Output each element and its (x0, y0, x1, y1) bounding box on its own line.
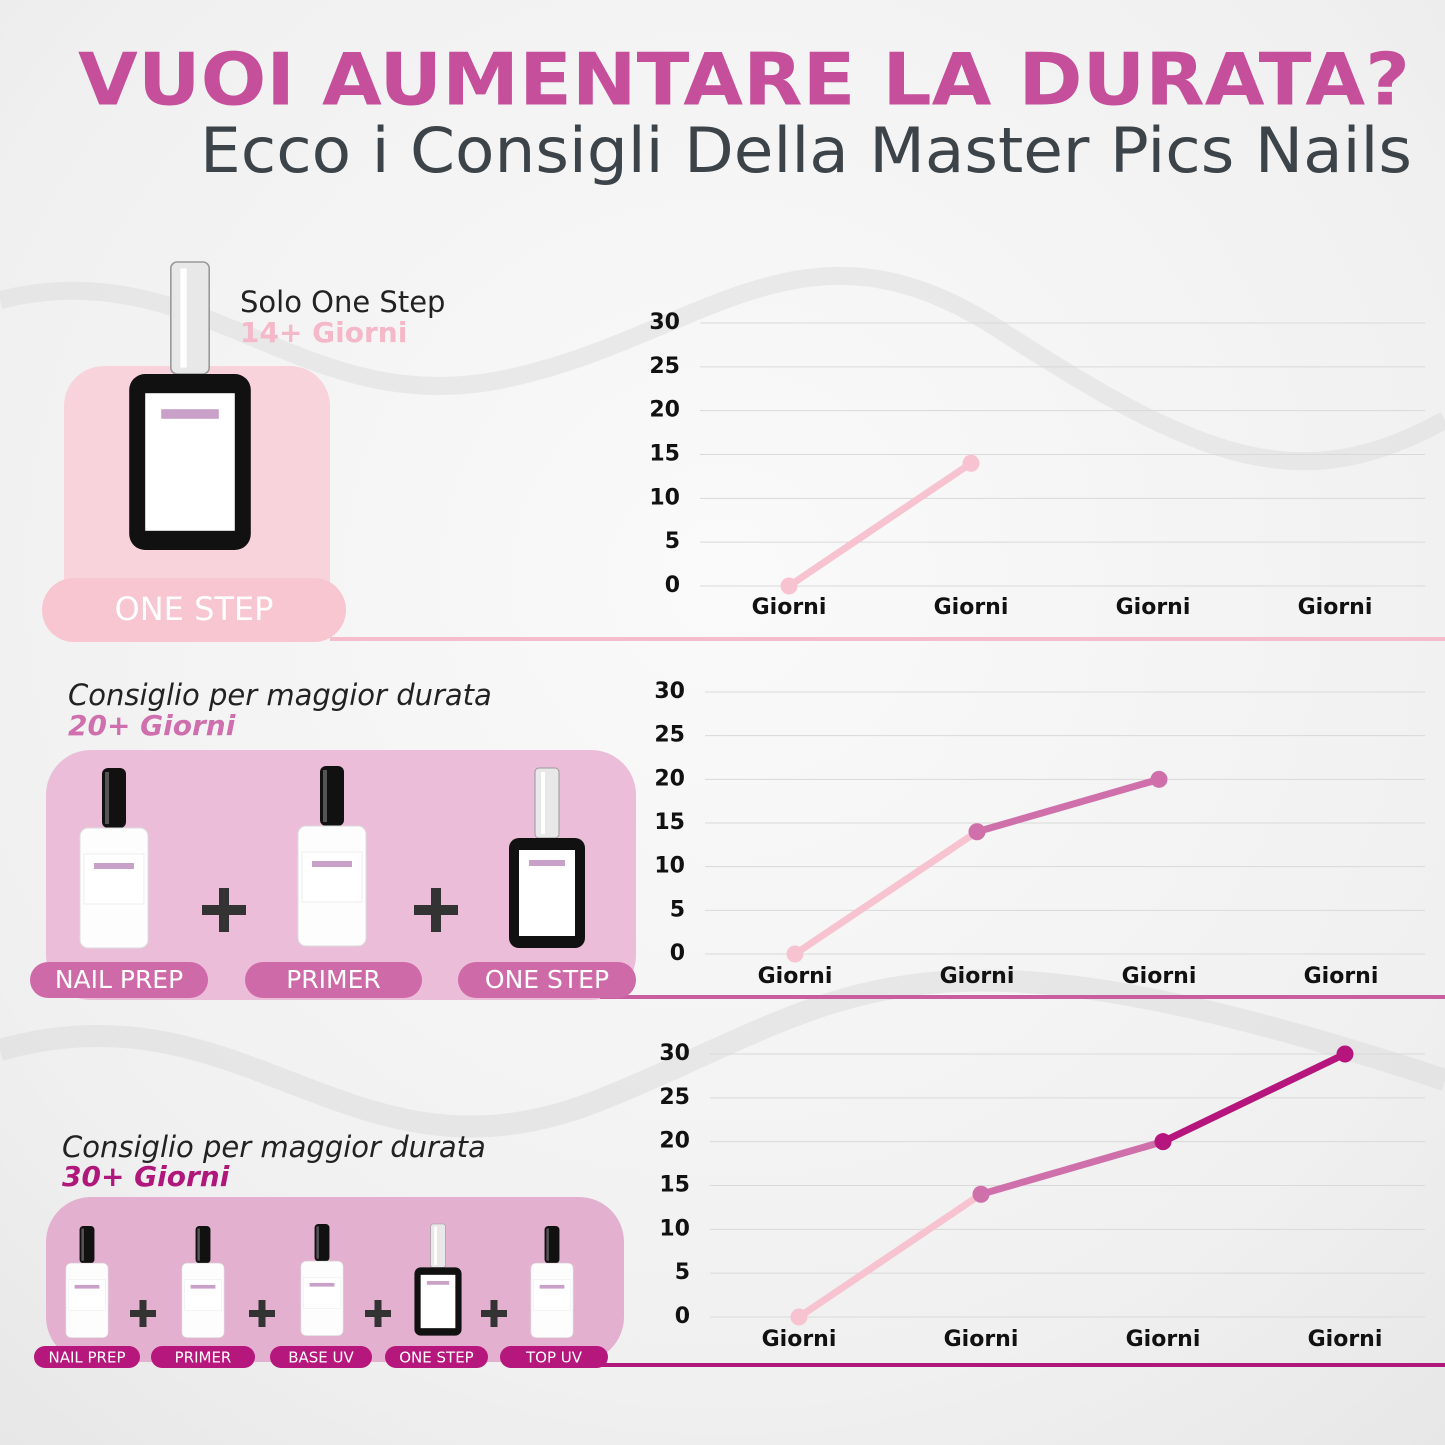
x-tick-label: Giorni (758, 964, 833, 989)
y-tick-label: 10 (654, 854, 685, 879)
x-tick-label: Giorni (1304, 964, 1379, 989)
product-pill (151, 1346, 255, 1368)
product-label: TOP UV (525, 1349, 583, 1367)
product-pill (458, 962, 636, 998)
x-tick-label: Giorni (940, 964, 1015, 989)
point (1150, 770, 1168, 788)
y-tick-label: 5 (670, 897, 685, 922)
x-tick-label: Giorni (934, 595, 1009, 620)
subtitle: Ecco i Consigli Della Master Pics Nails (200, 114, 1412, 187)
product-pill (500, 1346, 608, 1368)
y-tick-label: 30 (649, 310, 680, 335)
section-duration: 20+ Giorni (68, 709, 236, 742)
x-tick-label: Giorni (1308, 1327, 1383, 1352)
y-tick-label: 15 (654, 810, 685, 835)
product-label: ONE STEP (115, 590, 274, 628)
y-tick-label: 25 (659, 1085, 690, 1110)
y-tick-label: 10 (659, 1216, 690, 1241)
x-tick-label: Giorni (1298, 595, 1373, 620)
y-tick-label: 20 (654, 766, 685, 791)
y-tick-label: 0 (670, 941, 685, 966)
x-tick-label: Giorni (1116, 595, 1191, 620)
x-tick-label: Giorni (762, 1327, 837, 1352)
plus (202, 888, 458, 932)
product-pill (245, 962, 422, 998)
series-line (977, 1138, 1167, 1198)
y-tick-label: 25 (654, 723, 685, 748)
product-pill (270, 1346, 372, 1368)
product-label: PRIMER (286, 965, 381, 994)
marble (0, 267, 1445, 471)
point (962, 454, 980, 472)
point (790, 1308, 808, 1326)
x-tick-label: Giorni (1122, 964, 1197, 989)
point (968, 823, 986, 841)
section-duration: 14+ Giorni (240, 316, 407, 349)
marble (0, 969, 1445, 1138)
product-label: ONE STEP (485, 965, 609, 994)
series-line (1159, 1050, 1349, 1146)
plus (130, 1300, 507, 1327)
product-pill (385, 1346, 488, 1368)
section-heading: Consiglio per maggior durata (68, 678, 492, 712)
y-tick-label: 0 (675, 1304, 690, 1329)
y-tick-label: 20 (649, 398, 680, 423)
title: VUOI AUMENTARE LA DURATA? (78, 38, 1410, 122)
product-label: NAIL PREP (48, 1349, 125, 1367)
point (972, 1185, 990, 1203)
product-pill (42, 578, 346, 642)
y-tick-label: 15 (659, 1173, 690, 1198)
section-duration: 30+ Giorni (62, 1160, 230, 1193)
y-tick-label: 10 (649, 485, 680, 510)
x-tick-label: Giorni (752, 595, 827, 620)
product-label: BASE UV (288, 1349, 354, 1367)
y-tick-label: 5 (675, 1260, 690, 1285)
product-label: ONE STEP (399, 1349, 473, 1367)
point (1154, 1133, 1172, 1151)
y-tick-label: 0 (665, 573, 680, 598)
y-tick-label: 15 (649, 442, 680, 467)
product-label: NAIL PREP (55, 965, 183, 994)
section-heading: Consiglio per maggior durata (62, 1130, 486, 1164)
y-tick-label: 25 (649, 354, 680, 379)
series-line (791, 828, 981, 958)
point (786, 945, 804, 963)
product-pill (30, 962, 208, 998)
y-tick-label: 20 (659, 1129, 690, 1154)
product-label: PRIMER (175, 1349, 232, 1367)
series-line (795, 1190, 985, 1321)
y-tick-label: 30 (654, 679, 685, 704)
x-tick-label: Giorni (944, 1327, 1019, 1352)
product-pill (34, 1346, 140, 1368)
y-tick-label: 30 (659, 1041, 690, 1066)
y-tick-label: 5 (665, 529, 680, 554)
point (780, 577, 798, 595)
point (1336, 1045, 1354, 1063)
series-line (973, 775, 1163, 836)
series-line (785, 459, 975, 590)
section-heading: Solo One Step (240, 285, 445, 319)
x-tick-label: Giorni (1126, 1327, 1201, 1352)
